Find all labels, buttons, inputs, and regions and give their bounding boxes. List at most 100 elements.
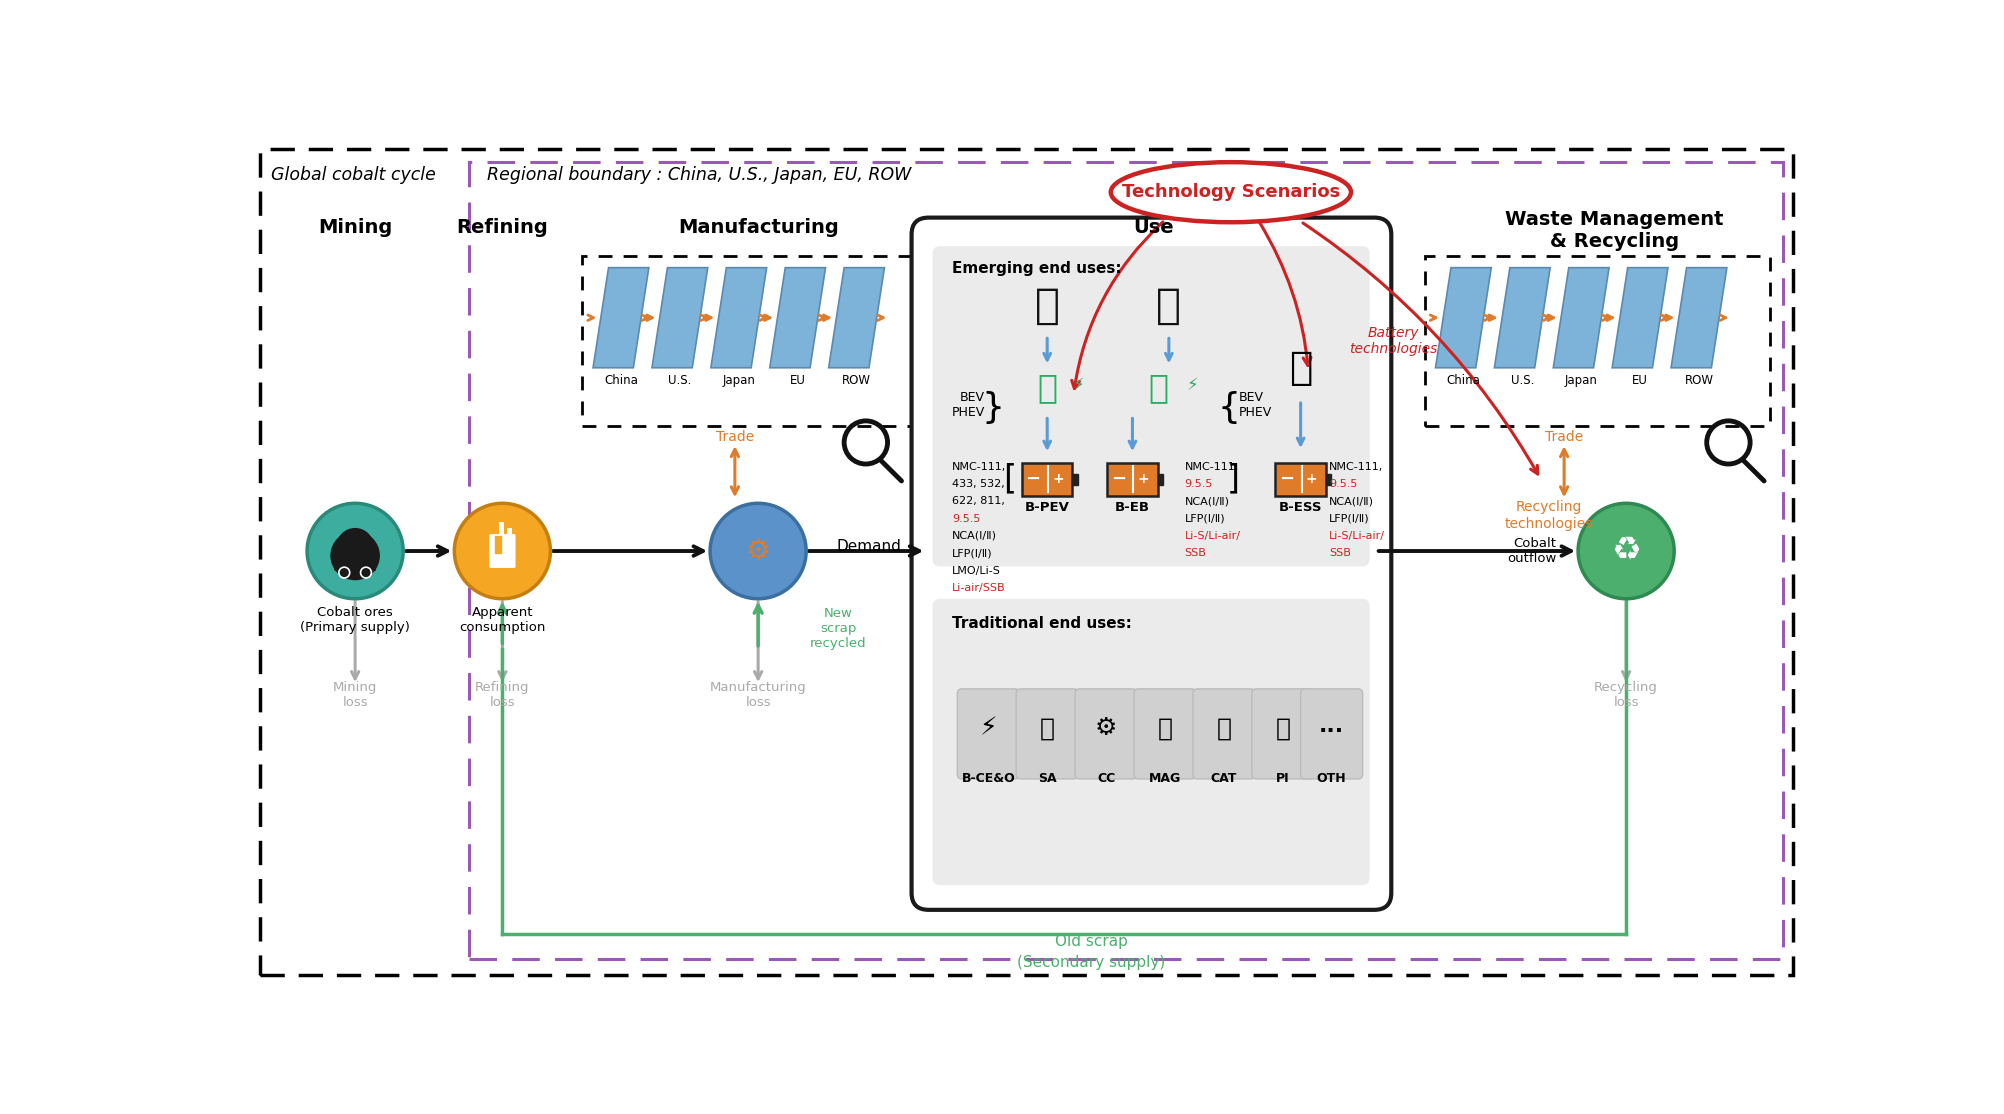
Text: 9.5.5: 9.5.5	[1184, 479, 1212, 489]
Text: PI: PI	[1277, 772, 1291, 785]
Text: 🚌: 🚌	[1156, 284, 1182, 326]
FancyBboxPatch shape	[912, 217, 1391, 910]
FancyBboxPatch shape	[1134, 688, 1196, 779]
Polygon shape	[651, 267, 707, 368]
Text: ♻: ♻	[1611, 535, 1641, 567]
FancyBboxPatch shape	[1016, 688, 1078, 779]
FancyBboxPatch shape	[1074, 688, 1136, 779]
Text: +: +	[1052, 472, 1064, 487]
Text: Japan: Japan	[1565, 374, 1597, 388]
Text: Demand: Demand	[836, 539, 902, 554]
Text: {: {	[1216, 391, 1240, 424]
Text: +: +	[1138, 472, 1150, 487]
Text: 🧪: 🧪	[1216, 716, 1230, 740]
Text: Japan: Japan	[721, 374, 756, 388]
Text: BEV
PHEV: BEV PHEV	[952, 391, 986, 419]
Bar	[1327, 473, 1331, 486]
Text: Battery
technologies: Battery technologies	[1349, 325, 1437, 355]
Polygon shape	[593, 267, 649, 368]
Text: [: [	[1004, 463, 1016, 496]
Text: }: }	[982, 391, 1004, 424]
Polygon shape	[1611, 267, 1667, 368]
Text: LFP(Ⅰ/Ⅱ): LFP(Ⅰ/Ⅱ)	[952, 548, 992, 558]
FancyBboxPatch shape	[958, 688, 1020, 779]
Text: Recycling
loss: Recycling loss	[1595, 681, 1657, 709]
Text: New
scrap
recycled: New scrap recycled	[810, 606, 866, 649]
Bar	[499, 521, 503, 536]
Circle shape	[455, 504, 551, 598]
FancyBboxPatch shape	[489, 534, 515, 568]
Polygon shape	[1671, 267, 1727, 368]
Text: ⛏: ⛏	[347, 535, 363, 561]
Text: LMO/Li-S: LMO/Li-S	[952, 566, 1000, 576]
Text: NCA(Ⅰ/Ⅱ): NCA(Ⅰ/Ⅱ)	[1184, 497, 1228, 507]
Text: ⚡: ⚡	[980, 716, 998, 740]
Polygon shape	[1553, 267, 1609, 368]
Text: 🧲: 🧲	[1158, 716, 1172, 740]
Bar	[1022, 463, 1072, 496]
Text: ⚡: ⚡	[1186, 375, 1198, 393]
Text: SSB: SSB	[1329, 548, 1351, 558]
Circle shape	[709, 504, 806, 598]
Text: LFP(Ⅰ/Ⅱ): LFP(Ⅰ/Ⅱ)	[1329, 514, 1371, 524]
Text: Li-S/Li-air/: Li-S/Li-air/	[1184, 531, 1240, 541]
Text: Cobalt ores
(Primary supply): Cobalt ores (Primary supply)	[301, 606, 411, 634]
Text: Global cobalt cycle: Global cobalt cycle	[271, 166, 437, 184]
Bar	[1275, 463, 1327, 496]
Bar	[1108, 463, 1158, 496]
Text: Cobalt
outflow: Cobalt outflow	[1507, 537, 1557, 565]
Text: Regional boundary : China, U.S., Japan, EU, ROW: Regional boundary : China, U.S., Japan, …	[487, 166, 912, 184]
Text: Refining: Refining	[457, 218, 549, 237]
Text: ROW: ROW	[842, 374, 872, 388]
Circle shape	[1577, 504, 1673, 598]
Text: Apparent
consumption: Apparent consumption	[459, 606, 545, 634]
Text: U.S.: U.S.	[1511, 374, 1533, 388]
Text: Trade: Trade	[715, 430, 754, 444]
Polygon shape	[828, 267, 884, 368]
Text: NCA(Ⅰ/Ⅱ): NCA(Ⅰ/Ⅱ)	[1329, 497, 1375, 507]
Text: B-PEV: B-PEV	[1024, 501, 1070, 515]
Bar	[1158, 473, 1162, 486]
Text: (Secondary supply): (Secondary supply)	[1018, 955, 1166, 969]
Text: EU: EU	[1631, 374, 1647, 388]
Bar	[493, 535, 501, 554]
FancyBboxPatch shape	[1301, 688, 1363, 779]
Text: Manufacturing
loss: Manufacturing loss	[709, 681, 806, 709]
Text: Recycling
technologies: Recycling technologies	[1505, 500, 1593, 530]
Text: Use: Use	[1132, 218, 1174, 237]
Polygon shape	[711, 267, 768, 368]
Text: 🏺: 🏺	[1275, 716, 1291, 740]
Text: 433, 532,: 433, 532,	[952, 479, 1004, 489]
Text: Trade: Trade	[1545, 430, 1583, 444]
Text: OTH: OTH	[1317, 772, 1347, 785]
FancyBboxPatch shape	[932, 246, 1369, 566]
Text: Emerging end uses:: Emerging end uses:	[952, 262, 1122, 276]
Text: ⚙: ⚙	[745, 537, 772, 565]
Text: China: China	[1447, 374, 1481, 388]
Text: Traditional end uses:: Traditional end uses:	[952, 616, 1132, 631]
Text: Old scrap: Old scrap	[1054, 934, 1128, 949]
Text: 🚌: 🚌	[1148, 372, 1168, 404]
Polygon shape	[1495, 267, 1551, 368]
Bar	[507, 528, 511, 539]
Bar	[583, 256, 938, 426]
Text: ⚡: ⚡	[1072, 375, 1084, 393]
Text: B-EB: B-EB	[1114, 501, 1150, 515]
Text: B-CE&O: B-CE&O	[962, 772, 1016, 785]
Bar	[469, 163, 1784, 959]
FancyBboxPatch shape	[932, 598, 1369, 886]
Ellipse shape	[1110, 163, 1351, 222]
Text: Mining: Mining	[319, 218, 393, 237]
Text: Manufacturing: Manufacturing	[677, 218, 838, 237]
Polygon shape	[770, 267, 826, 368]
Text: NMC-111,: NMC-111,	[952, 461, 1006, 471]
Text: ]: ]	[1226, 463, 1240, 496]
Text: Technology Scenarios: Technology Scenarios	[1122, 183, 1341, 202]
Text: SA: SA	[1038, 772, 1056, 785]
Text: 9.5.5: 9.5.5	[952, 514, 980, 524]
FancyBboxPatch shape	[1192, 688, 1255, 779]
Text: 🚗: 🚗	[1038, 372, 1058, 404]
Text: 🔥: 🔥	[1040, 716, 1054, 740]
Text: CC: CC	[1096, 772, 1114, 785]
Text: NMC-111,: NMC-111,	[1329, 461, 1383, 471]
